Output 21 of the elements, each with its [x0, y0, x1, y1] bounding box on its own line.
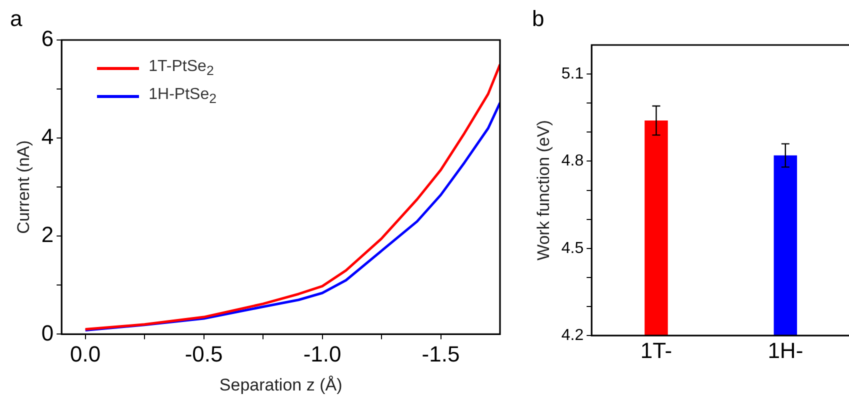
x-axis-title: Separation z (Å)	[219, 375, 342, 394]
y-tick-label: 4.8	[561, 152, 584, 170]
y-tick-label: 0	[41, 320, 54, 346]
text: b	[532, 6, 544, 32]
y-tick-label: 5.1	[561, 65, 584, 82]
x-tick-label: 0.0	[70, 341, 101, 366]
text: a	[10, 6, 22, 32]
y-axis-title: Current (nA)	[14, 140, 33, 234]
y-tick-label: 6	[41, 26, 54, 52]
y-tick-label: 4.2	[561, 327, 584, 344]
legend-label: 1T-PtSe$_{2}$	[148, 58, 214, 78]
x-tick-label: 1T-	[640, 338, 672, 363]
y-axis-title: Work function (eV)	[534, 120, 553, 261]
x-tick-label: -1.0	[303, 341, 342, 366]
y-tick-label: 2	[41, 222, 54, 248]
legend-label: 1H-PtSe$_{2}$	[148, 86, 217, 106]
x-tick-label: -1.5	[422, 341, 460, 366]
y-tick-label: 4.5	[561, 240, 584, 257]
y-tick-label: 4	[41, 124, 54, 150]
x-tick-label: -0.5	[184, 341, 223, 366]
x-tick-label: 1H-	[768, 338, 804, 363]
